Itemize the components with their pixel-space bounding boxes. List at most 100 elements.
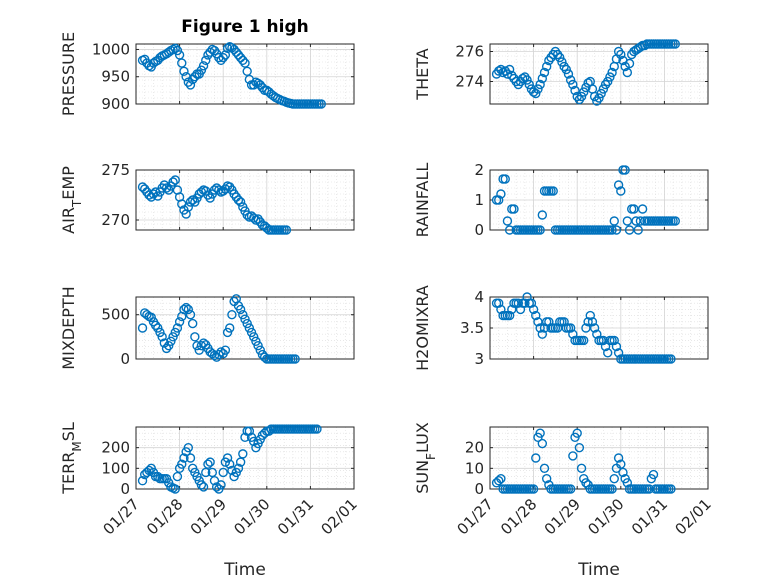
- panel-7-xlabel: Time: [223, 560, 266, 580]
- panel-6-marker: [507, 304, 517, 315]
- panel-2-marker: [531, 88, 541, 99]
- panel-3-marker: [187, 195, 198, 205]
- panel-1-marker: [177, 58, 187, 68]
- panel-5-marker: [168, 332, 178, 342]
- panel-2-marker: [640, 40, 650, 51]
- panel-2-marker: [504, 64, 515, 75]
- panel-2-marker: [670, 39, 680, 49]
- panel-2-marker: [541, 61, 552, 72]
- panel-6-marker: [585, 310, 595, 321]
- panel-3-marker: [281, 225, 292, 235]
- panel-5-markers: [137, 294, 300, 364]
- panel-5-marker: [225, 323, 235, 333]
- panel-6-marker: [666, 354, 676, 364]
- panel-8-ytick-label: 20: [465, 439, 484, 457]
- panel-6-marker: [537, 329, 548, 339]
- panel-5-marker: [253, 341, 263, 351]
- panel-4-marker: [616, 186, 626, 196]
- panel-2-marker: [576, 91, 587, 102]
- panel-6-marker: [522, 292, 532, 302]
- panel-4-marker: [622, 216, 633, 226]
- panel-5-marker: [163, 341, 174, 351]
- panel-8-marker: [618, 467, 628, 478]
- panel-1-marker: [201, 55, 211, 66]
- panel-2-marker: [603, 76, 613, 87]
- panel-6-marker: [513, 298, 524, 308]
- panel-4-marker: [629, 204, 639, 214]
- panel-6-marker: [611, 341, 622, 352]
- panel-1-markers: [137, 42, 326, 109]
- panel-6-marker: [587, 317, 598, 327]
- panel-5-marker: [185, 310, 196, 320]
- panel-7-markers: [137, 424, 322, 494]
- panel-4-markers: [491, 165, 680, 235]
- panel-5-marker: [238, 310, 248, 320]
- panel-2-marker: [568, 79, 578, 90]
- panel-8-ylabel-rest: LUX: [413, 422, 432, 453]
- panel-7-marker: [233, 463, 244, 474]
- panel-2-marker: [583, 78, 593, 88]
- panel-6-ytick-label: 3: [474, 350, 484, 368]
- panel-7-marker: [207, 467, 218, 478]
- panel-2-marker: [535, 79, 545, 90]
- panel-1-marker: [179, 66, 189, 76]
- panel-1: 900 950 1000 Figure 1 high PRESSURE: [59, 17, 355, 116]
- panel-7-marker: [216, 480, 226, 490]
- panel-4: 0 1 2 RAINFALL: [413, 161, 709, 239]
- panel-4-marker: [633, 225, 643, 235]
- panel-5-marker: [227, 310, 237, 320]
- panel-3-ytick-label: 275: [101, 161, 130, 179]
- panel-1-ylabel: PRESSURE: [59, 32, 78, 116]
- panel-2-marker: [502, 69, 513, 79]
- panel-4-ytick-label: 2: [474, 161, 484, 179]
- panel-6-marker: [533, 317, 543, 327]
- panel-8-ylabel-main: SUN: [413, 460, 432, 494]
- panel-7-marker: [153, 471, 163, 482]
- panel-7-marker: [249, 436, 259, 447]
- panel-8-marker: [565, 484, 576, 494]
- panel-3-marker: [185, 197, 196, 207]
- panel-5-marker: [194, 345, 204, 355]
- panel-4-ylabel: RAINFALL: [413, 163, 432, 238]
- panel-8-xlabel: Time: [577, 560, 620, 580]
- panel-7-marker: [218, 467, 228, 478]
- panel-5-ytick-label: 0: [120, 350, 130, 368]
- panel-4-marker: [502, 216, 513, 226]
- panel-1-title: Figure 1 high: [181, 17, 309, 37]
- panel-3-marker: [233, 195, 244, 205]
- panel-7-marker: [201, 467, 211, 478]
- panel-6-marker: [559, 317, 569, 327]
- panel-4-marker: [548, 186, 558, 196]
- panel-2-ylabel: THETA: [413, 48, 432, 100]
- panel-7-ytick-label: 0: [120, 480, 130, 498]
- panel-3-ylabel-main: AIR: [59, 207, 78, 234]
- panel-3-marker: [170, 175, 180, 185]
- panel-4-marker: [635, 216, 646, 226]
- panel-2-marker: [616, 49, 626, 60]
- panel-6-marker: [589, 323, 600, 333]
- panel-8-marker: [644, 484, 654, 494]
- panel-5-axes-box: [135, 296, 355, 360]
- panel-5-ytick-label: 500: [101, 306, 130, 324]
- panel-2-marker: [555, 52, 565, 63]
- panel-5-marker: [174, 317, 185, 327]
- panel-6-marker: [515, 304, 526, 315]
- panel-7-ylabel-main: TERR: [59, 452, 78, 495]
- panel-6-marker: [579, 335, 589, 346]
- panel-7-marker: [227, 465, 237, 476]
- panel-1-marker: [222, 43, 233, 54]
- panel-5-marker: [183, 304, 194, 315]
- panel-1-marker: [172, 45, 183, 56]
- panel-7-marker: [137, 476, 148, 486]
- panel-2-marker: [598, 84, 609, 94]
- panel-2-marker: [565, 75, 576, 85]
- panel-5-marker: [214, 349, 224, 360]
- panel-8-marker: [607, 484, 617, 494]
- panel-6-marker: [494, 298, 504, 308]
- panel-4-marker: [611, 225, 622, 235]
- panel-7-ylabel-rest: SL: [59, 422, 78, 441]
- panel-1-marker: [198, 61, 209, 71]
- panel-3-ylabel-rest: EMP: [59, 166, 78, 200]
- panel-5-marker: [220, 345, 231, 355]
